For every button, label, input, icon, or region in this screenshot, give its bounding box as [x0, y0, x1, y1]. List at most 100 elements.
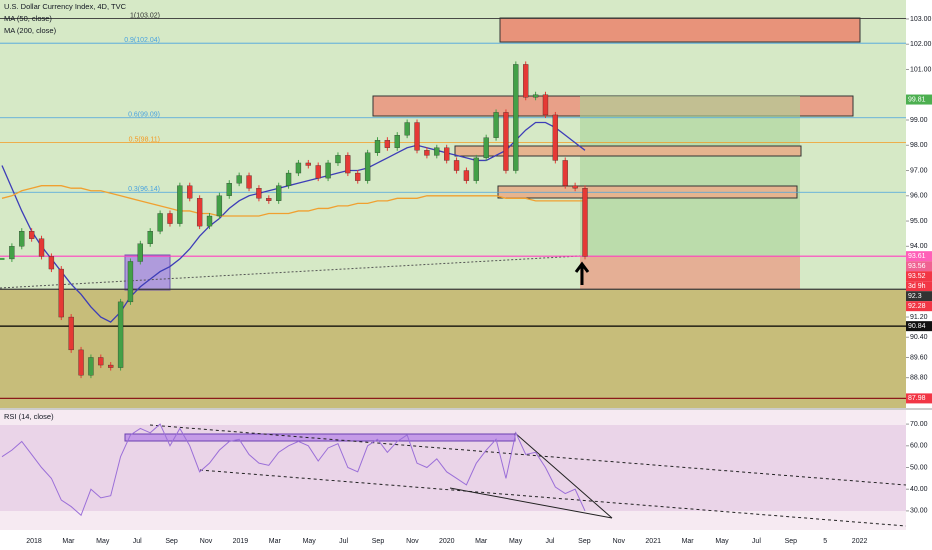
candle	[266, 198, 272, 201]
candle	[414, 122, 420, 151]
candle	[513, 64, 519, 171]
candle	[582, 188, 588, 257]
x-tick-label: Jul	[339, 538, 348, 545]
candle	[216, 195, 223, 217]
ma-line	[1, 121, 586, 323]
candle	[285, 172, 292, 186]
y-tick-label: 90.40	[910, 334, 928, 341]
candle	[473, 157, 479, 181]
x-tick-label: Mar	[475, 538, 488, 545]
ma-line	[1, 185, 585, 217]
candle	[236, 175, 242, 184]
arrow	[574, 261, 590, 285]
x-tick-label: Mar	[62, 538, 75, 545]
price-tag	[906, 261, 932, 272]
candle	[187, 185, 193, 199]
legend-entry: MA (50, close)	[4, 14, 52, 23]
candle	[48, 256, 55, 270]
candle	[453, 160, 460, 171]
price-tag	[906, 321, 932, 332]
rsi-tick-label: 50.00	[910, 464, 928, 471]
x-tick-label: Nov	[406, 538, 419, 545]
x-tick-label: Mar	[269, 538, 282, 545]
price-tag-label: 93.52	[908, 273, 926, 280]
rsi-tick-label: 60.00	[910, 443, 928, 450]
fib-label: 0.9(102.04)	[124, 37, 160, 44]
fib-label: 0.3(96.14)	[128, 186, 160, 193]
legend-entry: MA (200, close)	[4, 26, 57, 35]
price-tag-label: 90.84	[908, 323, 926, 330]
candle	[68, 316, 74, 351]
price-tag-label: 92.28	[908, 303, 926, 310]
supply-zone	[454, 145, 802, 157]
candle	[127, 261, 134, 303]
price-tag-label: 92.3	[908, 293, 922, 300]
candle	[463, 170, 470, 181]
y-tick-label: 89.60	[910, 354, 928, 361]
stop-area	[580, 256, 800, 289]
candle	[315, 165, 321, 179]
target-area	[580, 96, 800, 256]
candle	[88, 357, 94, 376]
x-tick-label: May	[96, 538, 110, 545]
price-tag	[906, 393, 932, 404]
candle	[137, 243, 143, 262]
candle	[305, 162, 311, 166]
candle	[78, 349, 84, 376]
candle	[295, 162, 302, 174]
candle	[355, 172, 361, 181]
rsi-tick-label: 70.00	[910, 421, 928, 428]
candle	[98, 357, 104, 366]
x-tick-label: 2018	[26, 538, 42, 545]
candle	[117, 301, 124, 368]
candle	[246, 175, 252, 189]
candle	[394, 135, 400, 148]
candle	[345, 155, 351, 174]
y-tick-label: 96.00	[910, 193, 928, 200]
candle	[19, 231, 25, 247]
candle	[9, 246, 15, 260]
trend-line	[0, 255, 581, 289]
x-tick-label: 2020	[439, 538, 455, 545]
candle	[58, 268, 64, 318]
candle	[404, 122, 410, 136]
candle	[503, 112, 509, 171]
candle	[493, 112, 499, 138]
candle	[256, 188, 262, 199]
candle	[562, 160, 568, 186]
price-tag	[906, 271, 932, 282]
marks	[0, 18, 906, 517]
rsi-line	[1, 423, 586, 517]
y-tick-label: 91.20	[910, 314, 928, 321]
candle	[335, 155, 341, 164]
y-tick-label: 99.00	[910, 117, 928, 124]
price-tag-label: 87.98	[908, 395, 926, 402]
x-tick-label: Nov	[200, 538, 213, 545]
price-tag	[906, 251, 932, 262]
rsi-tick-label: 30.00	[910, 508, 928, 515]
price-tag	[906, 291, 932, 302]
candle	[532, 94, 539, 98]
candle	[552, 114, 559, 161]
x-tick-label: Nov	[613, 538, 626, 545]
x-tick-label: May	[303, 538, 317, 545]
candle	[206, 215, 213, 227]
countdown-tag	[906, 281, 932, 292]
price-tag-label: 99.81	[908, 96, 926, 103]
bear-zone	[0, 289, 906, 408]
time-axis	[0, 530, 932, 550]
price-tag-label: 93.56	[908, 263, 926, 270]
rsi-trend	[514, 432, 613, 519]
candle	[483, 137, 489, 159]
x-tick-label: Sep	[785, 538, 798, 545]
x-tick-label: Sep	[578, 538, 591, 545]
fib-label: 1(103.02)	[130, 12, 160, 19]
candle	[434, 147, 440, 156]
y-tick-label: 102.00	[910, 41, 932, 48]
candle	[325, 162, 331, 179]
x-tick-label: Sep	[372, 538, 385, 545]
price-tag-label: 93.61	[908, 253, 926, 260]
candle	[196, 198, 203, 227]
